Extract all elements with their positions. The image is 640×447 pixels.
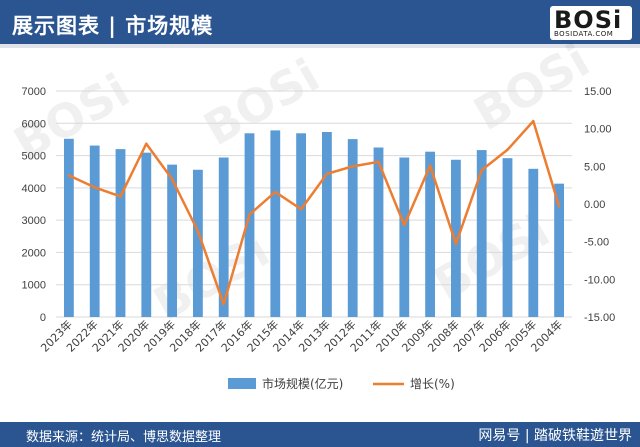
logo-text: BOSi [554, 6, 623, 34]
chart: 0 1000 2000 3000 4000 5000 6000 7000 -15.00 -10.0… [22, 86, 616, 391]
bar [321, 132, 332, 317]
bar [192, 169, 203, 317]
y-left-tick-label: 1000 [22, 280, 46, 292]
growth-point [222, 302, 225, 306]
bar [270, 130, 281, 317]
data-source: 数据来源：统计局、博思数据整理 [26, 430, 222, 445]
growth-point [325, 172, 329, 176]
bar [347, 139, 358, 317]
y-left-tick-label: 0 [40, 312, 46, 324]
growth-point [532, 119, 535, 123]
bar [528, 168, 539, 317]
logo-subtext: BOSIDATA.COM [554, 30, 614, 38]
bar [296, 133, 307, 317]
y-right-tick-label: -5.00 [584, 237, 609, 249]
bar [141, 152, 152, 317]
bar [399, 157, 410, 317]
y-left-tick-label: 6000 [22, 118, 46, 130]
legend-swatch-bar [228, 378, 256, 389]
growth-point [248, 213, 251, 216]
growth-point [480, 168, 483, 172]
page-title: 展示图表 | 市场规模 [12, 14, 214, 38]
bar [115, 149, 126, 317]
bar [63, 138, 74, 317]
publisher-credit: 网易号 | 踏破铁鞋遊世界 [478, 428, 632, 444]
legend-label-bar: 市场规模(亿元) [262, 376, 343, 391]
y-left-tick-label: 2000 [22, 247, 46, 259]
growth-point [145, 142, 148, 145]
bar [89, 145, 100, 317]
bar [554, 183, 565, 317]
y-left-tick-label: 7000 [22, 86, 46, 98]
y-right-tick-label: 0.00 [584, 199, 605, 211]
growth-point [67, 174, 71, 177]
footer-bar: 数据来源：统计局、博思数据整理 网易号 | 踏破铁鞋遊世界 [0, 422, 640, 447]
bar [244, 133, 255, 317]
growth-point [403, 223, 406, 227]
growth-point [506, 148, 509, 151]
growth-point [454, 242, 458, 246]
bar [167, 164, 178, 317]
bar [425, 151, 436, 317]
header-bar: 展示图表 | 市场规模 BOSi BOSIDATA.COM [0, 0, 640, 48]
bar [502, 158, 513, 317]
growth-point [119, 195, 122, 198]
y-left-tick-label: 3000 [22, 215, 46, 227]
growth-point [170, 177, 174, 181]
growth-point [351, 165, 354, 168]
growth-point [377, 160, 380, 164]
growth-point [93, 186, 96, 189]
growth-point [428, 164, 432, 167]
bar [218, 157, 229, 317]
bar [373, 147, 384, 317]
y-left-tick-label: 4000 [22, 183, 46, 195]
y-right-tick-label: -10.00 [584, 274, 615, 286]
y-right-tick-label: -15.00 [584, 312, 615, 324]
growth-line [68, 119, 561, 306]
y-right-tick-label: 15.00 [584, 86, 612, 98]
growth-point [274, 190, 277, 194]
brand-logo: BOSi BOSIDATA.COM [550, 6, 632, 40]
bar [476, 150, 487, 317]
y-right-tick-label: 10.00 [584, 124, 612, 136]
y-left-tick-label: 5000 [22, 151, 46, 163]
growth-point [196, 229, 200, 233]
bar [450, 159, 461, 317]
legend-label-line: 增长(%) [410, 377, 455, 391]
y-right-tick-label: 5.00 [584, 161, 605, 173]
growth-point [299, 208, 303, 211]
growth-point [557, 205, 561, 208]
